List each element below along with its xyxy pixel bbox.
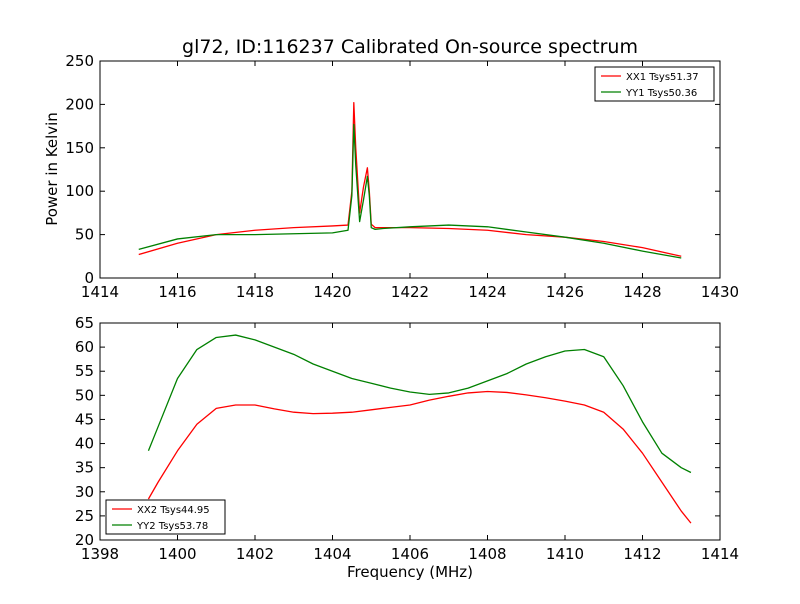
bottom-x-tick-label: 1400 [158, 545, 196, 563]
bottom-y-tick-label: 60 [75, 338, 94, 356]
top-legend: XX1 Tsys51.37 YY1 Tsys50.36 [594, 66, 715, 102]
bottom-x-tick-label: 1406 [391, 545, 429, 563]
bottom-y-tick-label: 30 [75, 483, 94, 501]
chart-title: gl72, ID:116237 Calibrated On-source spe… [182, 36, 638, 58]
bottom-legend-box [105, 499, 226, 535]
top-legend-box [594, 66, 715, 102]
top-y-tick-label: 200 [65, 95, 94, 113]
top-series-line-1 [138, 123, 682, 259]
bottom-y-tick-label: 25 [75, 507, 94, 525]
top-y-tick-label: 50 [75, 226, 94, 244]
bottom-x-tick-label: 1412 [623, 545, 661, 563]
bottom-x-tick-label: 1410 [546, 545, 584, 563]
plot-top: 1414 1416 1418 1420 1422 1424 1426 1428 1430 0 50 1… [65, 52, 739, 301]
bottom-y-tick-label: 40 [75, 435, 94, 453]
bottom-x-tick-label: 1398 [81, 545, 119, 563]
bottom-legend-label-0: XX2 Tsys44.95 [137, 505, 210, 516]
plot-bottom: 1398 1400 1402 1404 1406 1408 1410 1412 1414 20 25… [75, 314, 739, 563]
top-series-line-0 [138, 102, 682, 257]
top-legend-label-1: YY1 Tsys50.36 [625, 88, 697, 99]
bottom-series-line-1 [147, 334, 692, 474]
top-x-tick-label: 1420 [313, 283, 351, 301]
bottom-legend-label-1: YY2 Tsys53.78 [136, 521, 208, 532]
bottom-y-tick-label: 50 [75, 386, 94, 404]
bottom-y-tick-label: 35 [75, 459, 94, 477]
bottom-x-tick-label: 1404 [313, 545, 351, 563]
x-axis-label-bottom: Frequency (MHz) [347, 563, 473, 581]
top-y-tick-label: 0 [84, 269, 94, 287]
bottom-x-tick-label: 1402 [236, 545, 274, 563]
top-y-tick-label: 250 [65, 52, 94, 70]
top-x-tick-label: 1422 [391, 283, 429, 301]
top-x-tick-label: 1418 [236, 283, 274, 301]
bottom-series-line-0 [147, 390, 692, 524]
top-y-tick-label: 150 [65, 139, 94, 157]
top-x-tick-label: 1424 [468, 283, 506, 301]
bottom-y-tick-label: 20 [75, 531, 94, 549]
top-x-tick-label: 1414 [81, 283, 119, 301]
bottom-x-tick-label: 1408 [468, 545, 506, 563]
bottom-y-tick-label: 45 [75, 410, 94, 428]
bottom-y-tick-label: 55 [75, 362, 94, 380]
bottom-legend: XX2 Tsys44.95 YY2 Tsys53.78 [105, 499, 226, 535]
top-x-tick-label: 1428 [623, 283, 661, 301]
top-legend-label-0: XX1 Tsys51.37 [626, 72, 699, 83]
bottom-y-tick-label: 65 [75, 314, 94, 332]
top-x-tick-label: 1430 [701, 283, 739, 301]
bottom-x-tick-label: 1414 [701, 545, 739, 563]
top-x-tick-label: 1426 [546, 283, 584, 301]
top-y-tick-label: 100 [65, 182, 94, 200]
top-x-tick-label: 1416 [158, 283, 196, 301]
y-axis-label-top: Power in Kelvin [43, 112, 61, 226]
